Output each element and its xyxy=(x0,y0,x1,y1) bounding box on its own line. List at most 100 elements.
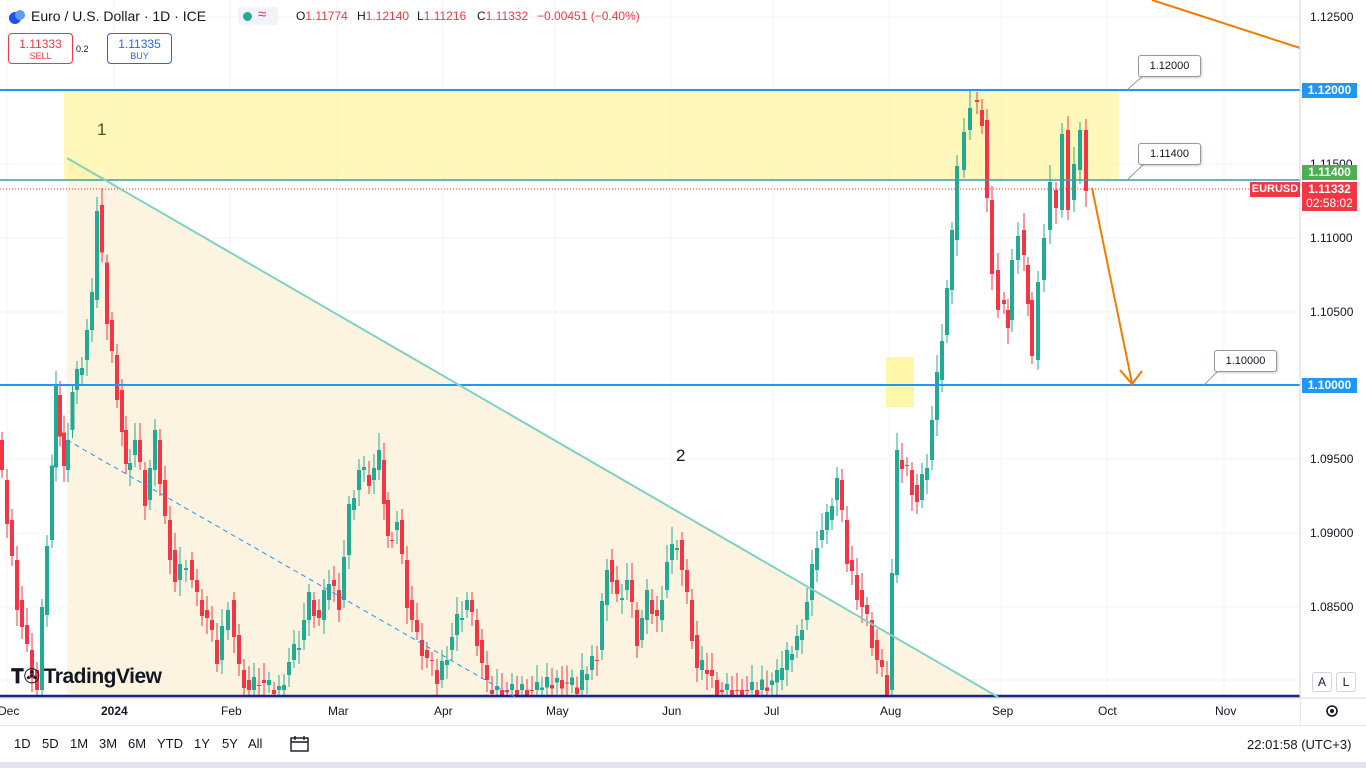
time-tick: Mar xyxy=(328,704,349,718)
candle-body xyxy=(1036,282,1040,360)
forecast-arrow[interactable] xyxy=(1091,187,1133,384)
candle-body xyxy=(143,470,147,506)
candle-body xyxy=(840,480,844,510)
trendline-descending[interactable] xyxy=(66,157,999,698)
candle-body xyxy=(835,478,839,500)
candle-body xyxy=(35,670,39,690)
current-price-tag: 1.11332 xyxy=(1302,182,1357,197)
candle-body xyxy=(720,690,724,692)
candle-body xyxy=(680,540,684,570)
candle-body xyxy=(1010,260,1014,320)
candle-body xyxy=(520,684,524,690)
candle-body xyxy=(220,626,224,660)
settings-gear-icon[interactable] xyxy=(1323,702,1341,725)
orange-trend-line[interactable] xyxy=(1151,0,1301,49)
callout-1114[interactable]: 1.11400 xyxy=(1138,143,1201,165)
time-tick: Jul xyxy=(764,704,780,718)
note-label-2[interactable]: 2 xyxy=(676,446,686,465)
time-tick: Aug xyxy=(880,704,902,718)
candle-body xyxy=(745,690,749,691)
sell-button[interactable]: 1.11333 SELL xyxy=(8,33,73,64)
candle-body xyxy=(760,679,764,690)
candle-body xyxy=(237,635,241,664)
candle-body xyxy=(795,636,799,650)
candle-body xyxy=(342,557,346,600)
candle-body xyxy=(1066,130,1070,210)
candle-body xyxy=(865,605,869,614)
candle-body xyxy=(535,682,539,690)
candle-body xyxy=(322,590,326,620)
candle-body xyxy=(362,467,366,470)
candle-body xyxy=(515,690,519,696)
candle-body xyxy=(95,211,99,300)
candle-body xyxy=(475,620,479,646)
candle-body xyxy=(367,475,371,486)
candle-body xyxy=(1084,130,1088,191)
candle-body xyxy=(1006,310,1010,328)
candle-body xyxy=(1048,182,1052,230)
auto-scale-button[interactable]: A xyxy=(1312,672,1332,692)
candle-body xyxy=(560,680,564,689)
candle-body xyxy=(415,620,419,632)
candles xyxy=(0,91,1088,696)
candle-body xyxy=(1002,300,1006,304)
buy-button[interactable]: 1.11335 BUY xyxy=(107,33,172,64)
candle-body xyxy=(173,550,177,582)
time-tick: Sep xyxy=(992,704,1014,718)
candle-body xyxy=(715,680,719,696)
candle-body xyxy=(390,540,394,541)
candle-body xyxy=(765,687,769,691)
note-label-1[interactable]: 1 xyxy=(97,120,107,139)
candle-body xyxy=(525,690,529,696)
range-button-3m[interactable]: 3M xyxy=(99,736,118,751)
candle-body xyxy=(815,548,819,570)
candle-body xyxy=(640,618,644,640)
candle-body xyxy=(25,625,29,644)
range-button-5y[interactable]: 5Y xyxy=(222,736,238,751)
symbol-tag: EURUSD xyxy=(1250,182,1300,197)
callout-112[interactable]: 1.12000 xyxy=(1138,55,1201,77)
candle-body xyxy=(570,677,574,685)
candle-body xyxy=(128,463,132,470)
candle-body xyxy=(630,580,634,602)
candle-body xyxy=(810,564,814,600)
symbol-title[interactable]: Euro / U.S. Dollar · 1D · ICE xyxy=(31,8,207,24)
callout-110[interactable]: 1.10000 xyxy=(1214,350,1277,372)
page-bottom-strip xyxy=(0,762,1366,768)
candle-body xyxy=(1022,230,1026,255)
candle-body xyxy=(590,656,594,670)
candle-body xyxy=(327,584,331,600)
tradingview-logo[interactable]: 𝐓✇ TradingView xyxy=(11,665,162,688)
range-button-5d[interactable]: 5D xyxy=(42,736,59,751)
range-button-all[interactable]: All xyxy=(248,736,263,751)
candle-body xyxy=(455,614,459,635)
candle-body xyxy=(20,600,24,627)
date-range-calendar-icon[interactable] xyxy=(290,735,310,758)
candle-body xyxy=(277,686,281,690)
candle-body xyxy=(910,470,914,495)
candle-body xyxy=(226,610,230,630)
range-button-ytd[interactable]: YTD xyxy=(157,736,183,751)
candle-body xyxy=(357,470,361,490)
candle-body xyxy=(1072,164,1076,200)
ohlc-high: H1.12140 xyxy=(357,9,410,23)
candle-body xyxy=(875,640,879,660)
candle-body xyxy=(0,440,4,470)
clock-timezone[interactable]: 22:01:58 (UTC+3) xyxy=(1247,737,1352,752)
candle-body xyxy=(705,670,709,674)
candle-body xyxy=(66,440,70,470)
candle-body xyxy=(480,640,484,663)
candle-body xyxy=(148,468,152,500)
range-button-1d[interactable]: 1D xyxy=(14,736,31,751)
log-scale-button[interactable]: L xyxy=(1336,672,1356,692)
range-button-1m[interactable]: 1M xyxy=(70,736,89,751)
candle-body xyxy=(730,690,734,696)
time-tick: Dec xyxy=(0,704,20,718)
range-button-1y[interactable]: 1Y xyxy=(194,736,210,751)
candle-body xyxy=(920,474,924,500)
candle-body xyxy=(805,602,809,620)
candle-body xyxy=(400,520,404,554)
candle-body xyxy=(242,670,246,688)
range-button-6m[interactable]: 6M xyxy=(128,736,147,751)
